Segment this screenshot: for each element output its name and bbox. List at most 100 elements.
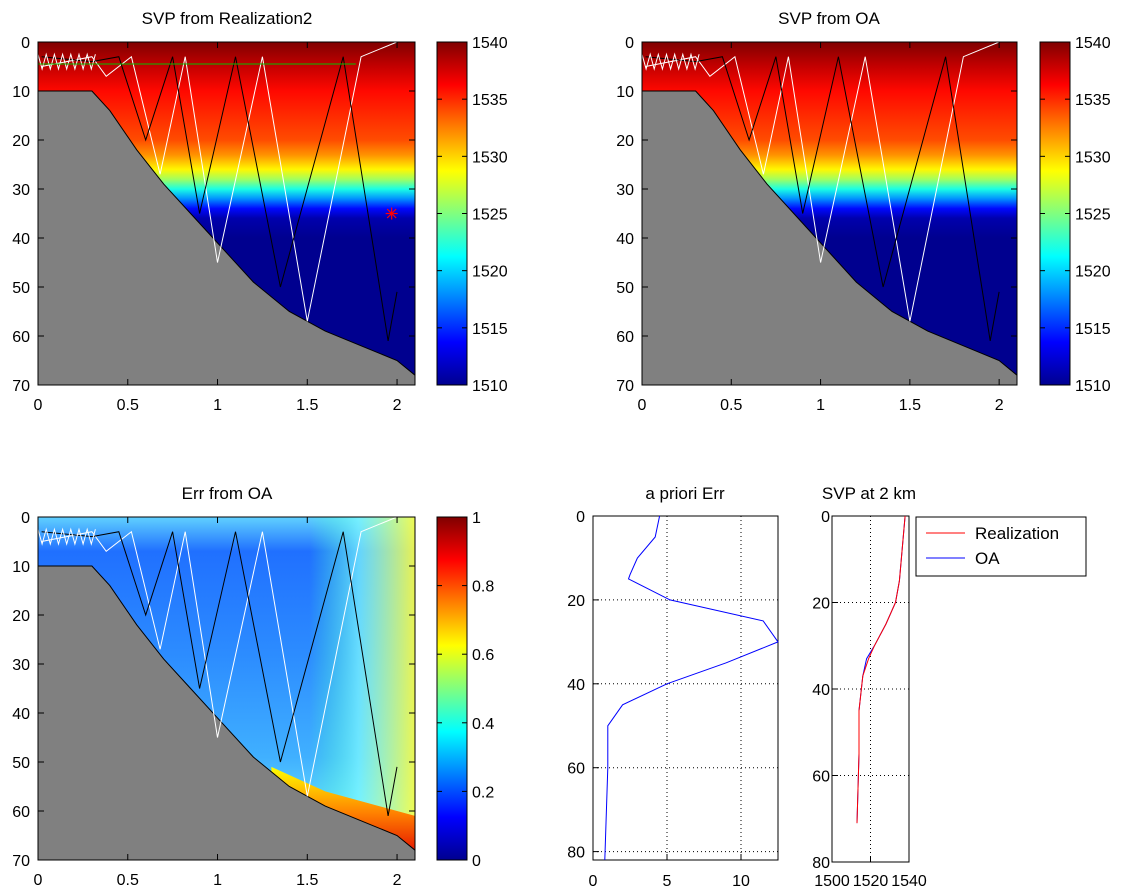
y-tick-label: 0	[625, 35, 634, 52]
x-tick-label: 2	[393, 872, 402, 889]
x-tick-label: 0	[589, 873, 598, 890]
axes-box	[37, 516, 416, 861]
y-tick-label: 70	[12, 853, 30, 870]
y-tick-label: 0	[821, 509, 830, 526]
x-tick-label: 1	[816, 397, 825, 414]
track-black	[41, 56, 398, 341]
colorbar-tick-label: 1520	[1075, 264, 1111, 281]
colorbar-tick-label: 1515	[1075, 321, 1111, 338]
y-ticks: 0 20 40 60 80	[567, 509, 599, 862]
y-tick-label: 20	[567, 593, 585, 610]
colorbar-ticks: 1510 1515 1520 1525 1530 1535 1540	[1040, 35, 1111, 395]
legend: Realization OA	[915, 516, 1087, 577]
y-tick-label: 10	[12, 559, 30, 576]
track-white	[645, 42, 1000, 322]
apriori-err-line	[604, 515, 779, 861]
realization-line	[856, 515, 906, 824]
x-tick-label: 1.5	[899, 397, 921, 414]
y-tick-label: 0	[21, 510, 30, 527]
x-tick-label: 1500	[814, 873, 850, 890]
colorbar-tick-label: 0.2	[472, 784, 494, 801]
y-tick-label: 50	[12, 280, 30, 297]
grid	[832, 516, 909, 862]
bathymetry	[38, 90, 415, 385]
y-tick-label: 50	[616, 280, 634, 297]
plot-area	[38, 42, 415, 385]
plot-area	[642, 42, 1017, 385]
colorbar-tick-label: 1520	[472, 264, 508, 281]
panel-svp-2km: SVP at 2 km 1500 1520 1540 0 20 40 60 80 Reali…	[812, 484, 1087, 890]
colorbar-tick-label: 1525	[1075, 207, 1111, 224]
axes-box	[592, 515, 779, 861]
y-ticks: 0 10 20 30 40 50 60 70	[12, 35, 415, 395]
y-tick-label: 20	[12, 608, 30, 625]
x-tick-label: 10	[732, 873, 750, 890]
bathymetry	[642, 90, 1017, 385]
track-zigzag	[38, 52, 96, 71]
y-tick-label: 40	[616, 231, 634, 248]
colorbar-tick-label: 0.6	[472, 647, 494, 664]
colorbar	[436, 516, 468, 861]
y-tick-label: 20	[12, 133, 30, 150]
legend-label-realization: Realization	[975, 524, 1059, 543]
y-tick-label: 30	[616, 182, 634, 199]
y-tick-label: 50	[12, 755, 30, 772]
axes-box	[641, 41, 1018, 386]
colorbar-tick-label: 1540	[1075, 35, 1111, 52]
y-tick-label: 0	[21, 35, 30, 52]
x-tick-label: 0.5	[117, 872, 139, 889]
x-tick-label: 0.5	[117, 397, 139, 414]
panel-title: SVP from Realization2	[142, 9, 313, 28]
colorbar-ticks: 0 0.2 0.4 0.6 0.8 1	[437, 510, 494, 870]
colorbar-tick-label: 1540	[472, 35, 508, 52]
colorbar-tick-label: 1	[472, 510, 481, 527]
y-tick-label: 60	[812, 769, 830, 786]
x-tick-label: 5	[663, 873, 672, 890]
colorbar-tick-label: 1515	[472, 321, 508, 338]
colorbar-tick-label: 1510	[472, 378, 508, 395]
marker-star	[385, 207, 398, 220]
colorbar-tick-label: 1535	[1075, 92, 1111, 109]
x-tick-label: 0.5	[720, 397, 742, 414]
x-tick-label: 1	[213, 872, 222, 889]
x-ticks: 1500 1520 1540	[814, 856, 927, 890]
panel-svp-oa: SVP from OA 0 0.5 1 1.5 2 0 10 20 30 40 50 60 70 15…	[616, 9, 1110, 414]
y-ticks: 0 10 20 30 40 50 60 70	[12, 510, 415, 870]
colorbar-tick-label: 1530	[1075, 149, 1111, 166]
x-tick-label: 0	[638, 397, 647, 414]
x-ticks: 0 0.5 1 1.5 2	[638, 42, 1004, 414]
colorbar-tick-label: 0.4	[472, 716, 494, 733]
x-tick-label: 2	[995, 397, 1004, 414]
y-tick-label: 60	[12, 804, 30, 821]
colorbar-tick-label: 1510	[1075, 378, 1111, 395]
x-tick-label: 1520	[853, 873, 889, 890]
track-white	[41, 517, 398, 797]
y-tick-label: 60	[12, 329, 30, 346]
y-ticks: 0 20 40 60 80	[812, 509, 838, 872]
y-tick-label: 10	[616, 84, 634, 101]
panel-title: a priori Err	[645, 484, 725, 503]
panel-title: SVP at 2 km	[822, 484, 916, 503]
y-tick-label: 40	[812, 682, 830, 699]
marker-stroke	[386, 208, 397, 219]
y-tick-label: 0	[576, 509, 585, 526]
grid	[593, 516, 778, 860]
colorbar-tick-label: 1535	[472, 92, 508, 109]
panel-svp-realization: SVP from Realization2 0 0.5 1 1.5 2 0 10 20 30 4…	[12, 9, 507, 414]
bathymetry	[38, 565, 415, 860]
y-tick-label: 80	[567, 845, 585, 862]
track-zigzag	[38, 527, 96, 546]
track-white	[41, 42, 398, 322]
panel-title: Err from OA	[182, 484, 273, 503]
y-tick-label: 10	[12, 84, 30, 101]
x-ticks: 0 5 10	[589, 854, 750, 890]
y-tick-label: 20	[616, 133, 634, 150]
colorbar-tick-label: 0	[472, 853, 481, 870]
x-tick-label: 1540	[891, 873, 927, 890]
x-tick-label: 0	[34, 872, 43, 889]
plot-area	[38, 517, 415, 860]
panel-apriori-err: a priori Err 0 5 10 0 20 40 60 80	[567, 484, 779, 890]
y-tick-label: 70	[12, 378, 30, 395]
